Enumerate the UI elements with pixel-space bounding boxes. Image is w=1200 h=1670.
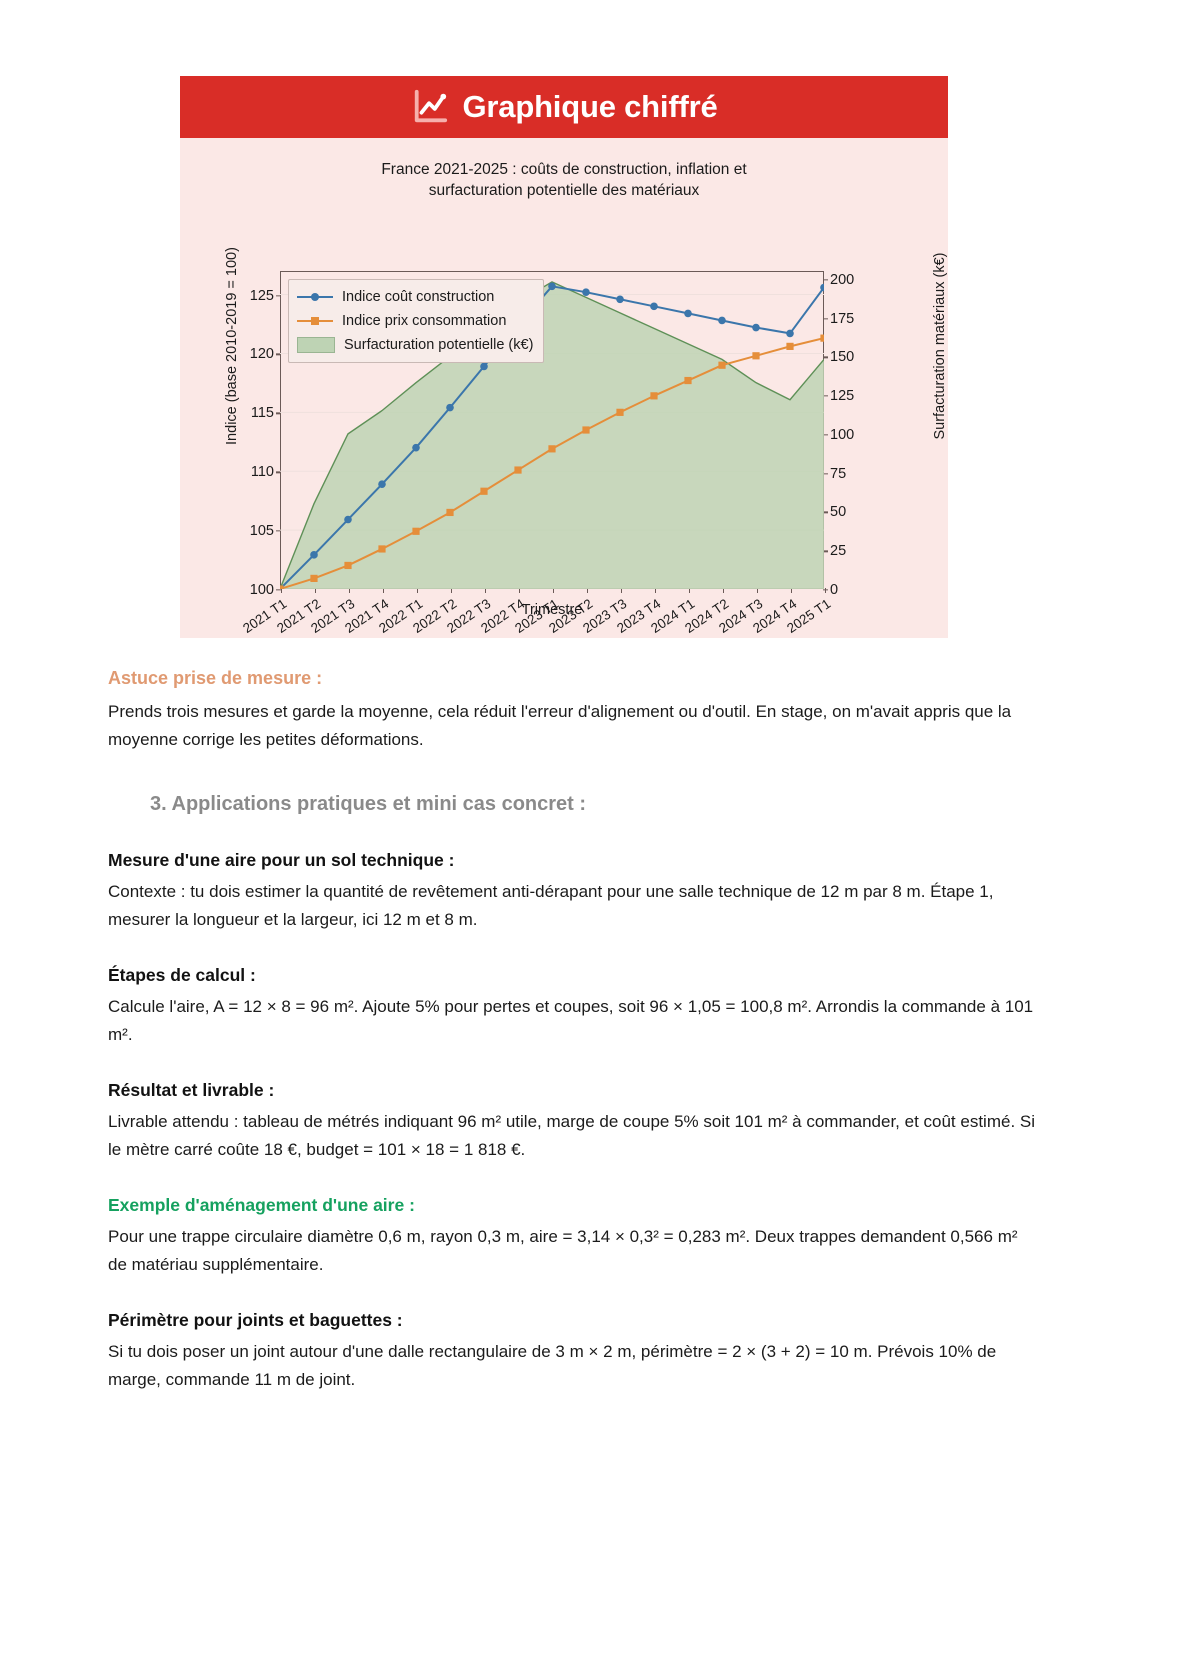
y-tick-mark-right <box>823 395 828 397</box>
content-block-1: Étapes de calcul : Calcule l'aire, A = 1… <box>108 965 1038 1048</box>
legend-label-surfacturation: Surfacturation potentielle (k€) <box>344 337 534 353</box>
x-tick-mark <box>417 588 419 593</box>
block-heading-3: Exemple d'aménagement d'une aire : <box>108 1195 415 1216</box>
x-tick-mark <box>451 588 453 593</box>
chart-title-line-2: surfacturation potentielle des matériaux <box>428 181 700 199</box>
block-paragraph-2: Livrable attendu : tableau de métrés ind… <box>108 1112 1036 1159</box>
y-tick-mark-right <box>823 511 828 514</box>
legend-label-construction: Indice coût construction <box>342 289 495 305</box>
chart-body: France 2021-2025 : coûts de construction… <box>180 138 948 638</box>
x-tick-mark <box>655 588 657 593</box>
y-tick-mark-left <box>276 412 281 414</box>
block-heading-4: Périmètre pour joints et baguettes : <box>108 1310 403 1331</box>
y-tick-left: 105 <box>249 523 274 540</box>
y-tick-mark-right <box>823 434 828 436</box>
y-tick-mark-left <box>276 353 281 356</box>
y-tick-left: 110 <box>250 464 274 481</box>
chart-title-line-1: France 2021-2025 : coûts de construction… <box>381 161 747 178</box>
y-tick-right: 75 <box>830 465 847 482</box>
block-heading-1: Étapes de calcul : <box>108 965 256 986</box>
block-paragraph-4: Si tu dois poser un joint autour d'une d… <box>108 1342 997 1389</box>
y-tick-left: 115 <box>250 405 274 422</box>
content-block-4: Périmètre pour joints et baguettes : Si … <box>108 1310 1038 1393</box>
legend-item-surfacturation: Surfacturation potentielle (k€) <box>297 335 533 355</box>
y-tick-right: 25 <box>830 543 847 560</box>
y-tick-right: 50 <box>830 504 847 521</box>
chart-legend: Indice coût construction Indice prix con… <box>288 279 545 363</box>
x-tick-mark <box>825 588 827 593</box>
y-tick-left: 100 <box>249 582 274 598</box>
y-tick-right: 150 <box>830 349 855 366</box>
y-tick-left: 125 <box>249 287 274 304</box>
chart-card-banner: Graphique chiffré <box>180 76 948 138</box>
content-block-3: Exemple d'aménagement d'une aire : Pour … <box>108 1195 1038 1278</box>
y-tick-mark-right <box>823 473 828 475</box>
chart-card-title: Graphique chiffré <box>462 89 718 124</box>
legend-marker-line-square <box>297 314 333 328</box>
x-tick-mark <box>519 588 521 593</box>
document-body: Astuce prise de mesure : Prends trois me… <box>108 668 1038 1425</box>
y-tick-left: 120 <box>249 346 274 363</box>
y-tick-mark-right <box>823 279 828 281</box>
y-tick-right: 125 <box>830 388 855 405</box>
block-paragraph-0: Contexte : tu dois estimer la quantité d… <box>108 882 994 929</box>
legend-item-construction: Indice coût construction <box>297 287 533 307</box>
y-tick-mark-left <box>276 471 281 473</box>
y-tick-mark-right <box>823 356 828 358</box>
y-tick-right: 100 <box>830 426 855 443</box>
block-heading-0: Mesure d'une aire pour un sol technique … <box>108 850 455 871</box>
tip-paragraph: Prends trois mesures et garde la moyenne… <box>108 702 1012 749</box>
x-tick-mark <box>621 588 623 593</box>
legend-item-consommation: Indice prix consommation <box>297 311 533 331</box>
chart-title: France 2021-2025 : coûts de construction… <box>180 160 948 202</box>
plot-area: 100 105 110 115 120 125 0 25 50 75 100 125 150 175 200… <box>240 271 854 636</box>
block-paragraph-3: Pour une trappe circulaire diamètre 0,6 … <box>108 1227 1018 1274</box>
x-tick-mark <box>349 588 351 593</box>
y-tick-mark-right <box>823 317 828 320</box>
content-block-0: Mesure d'une aire pour un sol technique … <box>108 850 1038 933</box>
y-tick-right: 0 <box>830 582 839 598</box>
chart-card: Graphique chiffré France 2021-2025 : coû… <box>180 76 948 638</box>
y-tick-mark-left <box>276 294 281 297</box>
legend-marker-area-patch <box>297 337 335 353</box>
x-tick-mark <box>791 588 793 593</box>
x-tick-mark <box>723 588 725 593</box>
x-tick-mark <box>689 588 691 593</box>
chart-plot-svg <box>280 281 824 589</box>
block-paragraph-1: Calcule l'aire, A = 12 × 8 = 96 m². Ajou… <box>108 997 1034 1044</box>
y-tick-mark-right <box>823 550 828 552</box>
x-tick-mark <box>315 588 317 593</box>
x-tick-mark <box>587 588 589 593</box>
y-tick-mark-left <box>276 530 281 532</box>
x-tick-mark <box>757 588 759 593</box>
tip-heading: Astuce prise de mesure : <box>108 668 323 688</box>
tip-block: Astuce prise de mesure : Prends trois me… <box>108 668 1038 753</box>
x-tick-mark <box>281 588 283 593</box>
y-tick-right: 200 <box>830 271 855 288</box>
y-axis-label-left: Indice (base 2010-2019 = 100) <box>224 247 240 445</box>
y-tick-mark-left <box>276 589 281 591</box>
y-axis-label-right: Surfacturation matériaux (k€) <box>932 252 948 440</box>
x-tick-mark <box>383 588 385 593</box>
section-heading-3: 3. Applications pratiques et mini cas co… <box>150 793 587 816</box>
x-tick-mark <box>553 588 555 593</box>
x-tick-mark <box>485 588 487 593</box>
legend-label-consommation: Indice prix consommation <box>342 313 507 329</box>
x-axis-label: Trimestre <box>521 602 583 618</box>
line-chart-icon <box>414 89 447 123</box>
block-heading-2: Résultat et livrable : <box>108 1080 275 1101</box>
content-block-2: Résultat et livrable : Livrable attendu … <box>108 1080 1038 1163</box>
y-tick-right: 175 <box>830 310 855 327</box>
legend-marker-line-circle <box>297 290 333 304</box>
